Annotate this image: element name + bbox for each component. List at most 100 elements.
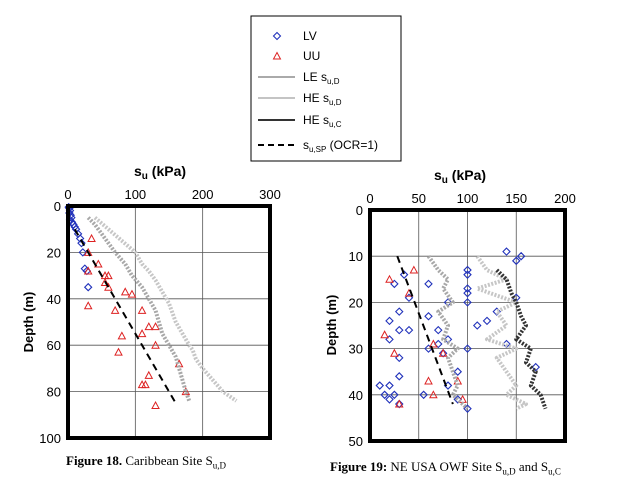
y-tick-label: 20 xyxy=(47,245,61,260)
uu-point xyxy=(137,305,147,314)
y-tick-label: 20 xyxy=(349,295,363,310)
plot-frame xyxy=(66,204,272,440)
uu-point xyxy=(394,399,404,408)
x-tick-label: 300 xyxy=(259,187,281,202)
lv-point xyxy=(404,325,414,335)
lv-point xyxy=(453,367,463,376)
lv-point xyxy=(463,344,472,353)
lv-point xyxy=(463,284,472,293)
uu-point xyxy=(87,233,96,242)
uu-point xyxy=(104,282,113,291)
y-axis-label: Depth (m) xyxy=(324,295,339,356)
lv-point xyxy=(385,335,394,344)
lv-point xyxy=(83,282,93,292)
uu-point xyxy=(83,266,93,275)
caption-figure-18-text: Caribbean Site S xyxy=(122,453,213,468)
uu-point xyxy=(438,348,448,357)
lv-point xyxy=(433,339,443,349)
legend-entry-1: UU xyxy=(272,49,320,63)
profile-line xyxy=(93,216,238,403)
x-tick-label: 200 xyxy=(554,191,576,206)
lv-point xyxy=(472,321,482,330)
legend-diamond-marker xyxy=(272,31,282,41)
lv-point xyxy=(463,265,472,275)
lv-point xyxy=(385,316,394,326)
y-axis-label: Depth (m) xyxy=(21,292,36,353)
x-tick-label: 200 xyxy=(192,187,214,202)
y-tick-label: 40 xyxy=(47,292,61,307)
caption-figure-18: Figure 18. Caribbean Site Su,D xyxy=(66,453,226,471)
lv-point xyxy=(463,404,472,413)
series-le-su-d xyxy=(86,216,192,402)
series-he-su-d xyxy=(93,216,238,403)
lv-point xyxy=(394,353,404,363)
grid xyxy=(67,205,271,439)
uu-point xyxy=(137,329,147,338)
lv-point xyxy=(463,270,472,279)
x-tick-label: 50 xyxy=(412,191,426,206)
lv-point xyxy=(394,325,404,335)
lv-point xyxy=(433,325,443,335)
caption-figure-19-and: and S xyxy=(515,459,549,474)
ocr-dashed-line xyxy=(396,255,454,405)
uu-point xyxy=(429,339,438,348)
uu-point xyxy=(385,274,394,283)
chart-ne-usa: 0 50 100 150 200 0 10 20 30 40 50 su (kPa) Depth (m) xyxy=(324,167,576,449)
legend-label: UU xyxy=(303,49,320,63)
profile-line xyxy=(495,268,548,410)
lv-point xyxy=(516,251,526,261)
uu-point xyxy=(380,330,389,339)
plot-frame xyxy=(368,208,567,443)
lv-point xyxy=(390,390,399,400)
caption-figure-19-label: Figure 19: xyxy=(330,459,388,474)
lv-point xyxy=(502,247,511,256)
series-he-su-d xyxy=(475,255,528,411)
lv-point xyxy=(390,279,399,289)
caption-figure-19: Figure 19: NE USA OWF Site Su,D and Su,C xyxy=(330,459,561,477)
uu-point xyxy=(424,376,433,385)
series-lv xyxy=(375,247,541,413)
x-tick-label: 150 xyxy=(505,191,527,206)
lv-point xyxy=(419,390,428,400)
lv-point xyxy=(399,270,409,279)
uu-point xyxy=(151,322,160,331)
lv-point xyxy=(385,395,394,404)
uu-point xyxy=(181,387,191,396)
legend-label: LV xyxy=(303,29,317,43)
y-tick-label: 80 xyxy=(47,385,61,400)
lv-point xyxy=(482,316,492,326)
uu-point xyxy=(409,265,419,274)
series-le-su-d xyxy=(426,255,469,411)
caption-figure-18-label: Figure 18. xyxy=(66,453,123,468)
caption-figure-19-sub: u,D xyxy=(502,466,516,477)
lv-point xyxy=(463,298,472,307)
uu-point xyxy=(100,278,110,287)
lv-point xyxy=(453,395,463,404)
profile-line xyxy=(475,255,528,411)
lv-point xyxy=(424,311,433,321)
profile-line xyxy=(86,216,192,402)
uu-point xyxy=(120,287,130,296)
axis-title: su (kPa) xyxy=(434,167,486,186)
series-su-sp-ocr-1- xyxy=(396,255,454,405)
lv-point xyxy=(77,238,86,248)
uu-point xyxy=(144,322,154,331)
legend-entry-0: LV xyxy=(272,29,317,43)
lv-point xyxy=(380,390,389,400)
uu-point xyxy=(390,348,399,357)
y-tick-label: 40 xyxy=(349,388,363,403)
lv-point xyxy=(463,288,472,298)
lv-point xyxy=(394,307,404,316)
uu-point xyxy=(83,301,93,310)
uu-point xyxy=(114,347,123,356)
caption-figure-18-sub: u,D xyxy=(212,460,226,471)
uu-point xyxy=(429,390,438,399)
uu-point xyxy=(141,380,150,389)
caption-figure-19-sub2: u,C xyxy=(548,466,561,477)
series-uu xyxy=(380,265,467,408)
x-tick-label: 0 xyxy=(366,191,373,206)
y-tick-label: 30 xyxy=(349,342,363,357)
uu-point xyxy=(144,370,154,379)
